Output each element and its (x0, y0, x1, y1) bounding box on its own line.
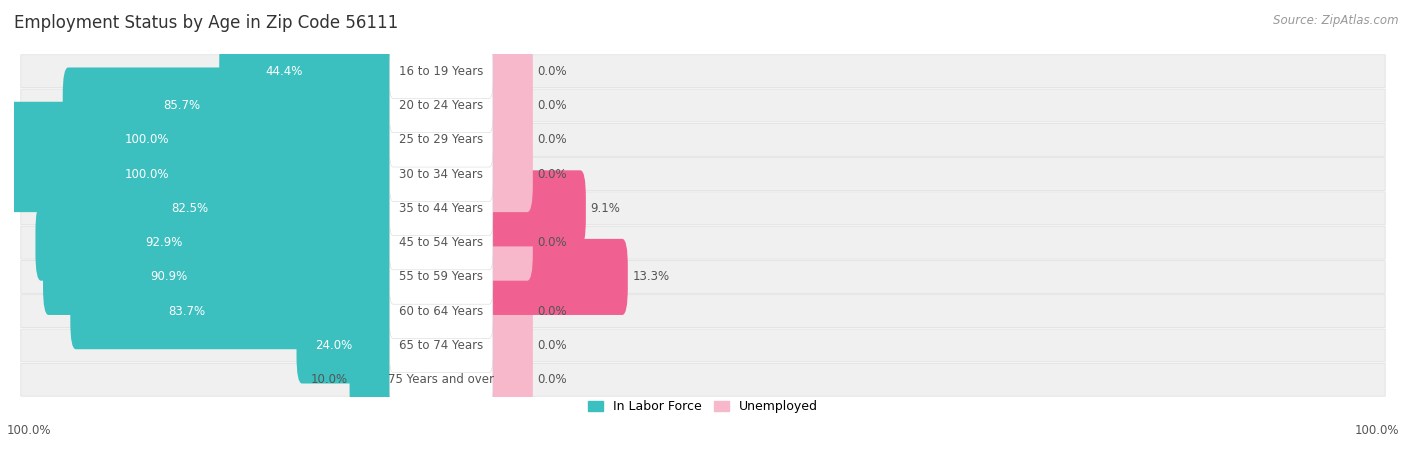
Text: 13.3%: 13.3% (633, 271, 669, 283)
FancyBboxPatch shape (389, 44, 494, 98)
FancyBboxPatch shape (484, 136, 533, 212)
Text: 82.5%: 82.5% (172, 202, 208, 215)
FancyBboxPatch shape (21, 226, 1385, 259)
FancyBboxPatch shape (484, 239, 628, 315)
FancyBboxPatch shape (389, 353, 494, 407)
Text: 25 to 29 Years: 25 to 29 Years (399, 133, 484, 146)
FancyBboxPatch shape (21, 55, 1385, 87)
FancyBboxPatch shape (21, 192, 1385, 225)
Text: 24.0%: 24.0% (315, 339, 353, 352)
Text: 85.7%: 85.7% (163, 99, 201, 112)
Text: Employment Status by Age in Zip Code 56111: Employment Status by Age in Zip Code 561… (14, 14, 398, 32)
FancyBboxPatch shape (484, 33, 533, 109)
Text: 92.9%: 92.9% (145, 236, 183, 249)
Text: 90.9%: 90.9% (150, 271, 188, 283)
FancyBboxPatch shape (389, 216, 494, 270)
FancyBboxPatch shape (44, 239, 398, 315)
FancyBboxPatch shape (35, 205, 398, 281)
FancyBboxPatch shape (350, 342, 398, 418)
FancyBboxPatch shape (389, 284, 494, 338)
FancyBboxPatch shape (75, 170, 398, 246)
Text: 55 to 59 Years: 55 to 59 Years (399, 271, 484, 283)
FancyBboxPatch shape (389, 318, 494, 373)
Text: 0.0%: 0.0% (537, 236, 567, 249)
FancyBboxPatch shape (484, 273, 533, 349)
FancyBboxPatch shape (8, 136, 398, 212)
FancyBboxPatch shape (21, 89, 1385, 122)
Text: 60 to 64 Years: 60 to 64 Years (399, 305, 484, 318)
Text: 16 to 19 Years: 16 to 19 Years (399, 65, 484, 78)
FancyBboxPatch shape (21, 295, 1385, 327)
FancyBboxPatch shape (389, 113, 494, 167)
Text: 83.7%: 83.7% (169, 305, 205, 318)
FancyBboxPatch shape (484, 205, 533, 281)
Text: 10.0%: 10.0% (311, 373, 349, 386)
Text: 75 Years and over: 75 Years and over (388, 373, 494, 386)
FancyBboxPatch shape (484, 342, 533, 418)
FancyBboxPatch shape (297, 308, 398, 383)
FancyBboxPatch shape (21, 124, 1385, 156)
FancyBboxPatch shape (389, 147, 494, 201)
Text: 0.0%: 0.0% (537, 65, 567, 78)
Text: 30 to 34 Years: 30 to 34 Years (399, 168, 484, 180)
FancyBboxPatch shape (484, 170, 586, 246)
Text: 0.0%: 0.0% (537, 99, 567, 112)
Text: 0.0%: 0.0% (537, 168, 567, 180)
Text: 0.0%: 0.0% (537, 305, 567, 318)
FancyBboxPatch shape (70, 273, 398, 349)
Text: Source: ZipAtlas.com: Source: ZipAtlas.com (1274, 14, 1399, 27)
Text: 100.0%: 100.0% (1354, 424, 1399, 437)
Text: 100.0%: 100.0% (124, 168, 169, 180)
Text: 44.4%: 44.4% (264, 65, 302, 78)
Text: 100.0%: 100.0% (7, 424, 52, 437)
Legend: In Labor Force, Unemployed: In Labor Force, Unemployed (583, 395, 823, 418)
Text: 9.1%: 9.1% (591, 202, 620, 215)
Text: 100.0%: 100.0% (124, 133, 169, 146)
FancyBboxPatch shape (21, 329, 1385, 362)
Text: 20 to 24 Years: 20 to 24 Years (399, 99, 484, 112)
FancyBboxPatch shape (389, 250, 494, 304)
FancyBboxPatch shape (21, 158, 1385, 190)
FancyBboxPatch shape (219, 33, 398, 109)
FancyBboxPatch shape (63, 68, 398, 143)
FancyBboxPatch shape (8, 102, 398, 178)
FancyBboxPatch shape (21, 364, 1385, 396)
Text: 45 to 54 Years: 45 to 54 Years (399, 236, 484, 249)
Text: 0.0%: 0.0% (537, 339, 567, 352)
FancyBboxPatch shape (389, 181, 494, 235)
Text: 65 to 74 Years: 65 to 74 Years (399, 339, 484, 352)
FancyBboxPatch shape (484, 308, 533, 383)
FancyBboxPatch shape (21, 261, 1385, 293)
Text: 0.0%: 0.0% (537, 373, 567, 386)
FancyBboxPatch shape (484, 102, 533, 178)
FancyBboxPatch shape (389, 78, 494, 133)
Text: 35 to 44 Years: 35 to 44 Years (399, 202, 484, 215)
Text: 0.0%: 0.0% (537, 133, 567, 146)
FancyBboxPatch shape (484, 68, 533, 143)
